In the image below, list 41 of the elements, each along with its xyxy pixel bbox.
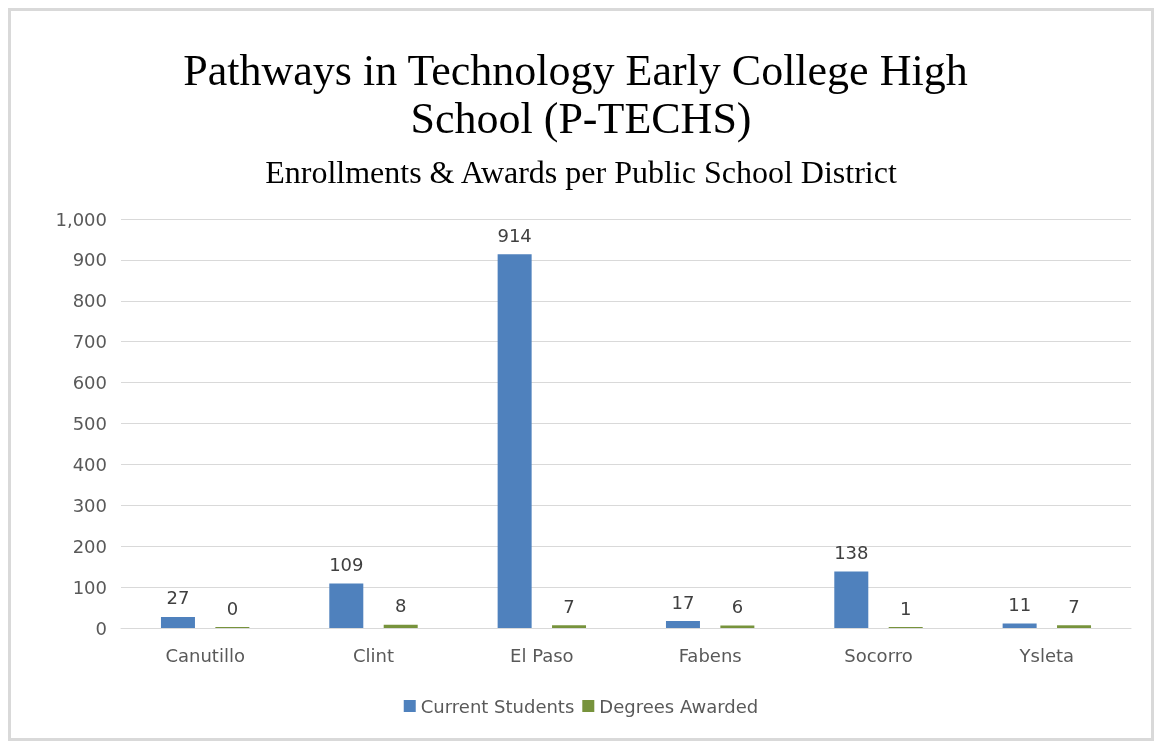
data-label: 914 xyxy=(497,224,532,246)
bar xyxy=(497,254,532,628)
data-label: 6 xyxy=(731,596,744,618)
bar xyxy=(383,624,418,628)
x-tick-label: Clint xyxy=(352,644,395,666)
data-label: 1 xyxy=(899,597,912,619)
chart-subtitle: Enrollments & Awards per Public School District xyxy=(265,154,897,190)
chart-title: Pathways in Technology Early College High School (P-TECHS) xyxy=(183,45,979,143)
y-tick-label: 1,000 xyxy=(55,208,107,230)
y-tick-label: 400 xyxy=(72,453,107,475)
legend-label: Degrees Awarded xyxy=(599,695,759,717)
x-tick-label: Socorro xyxy=(844,644,913,666)
data-label: 8 xyxy=(394,595,407,617)
data-label: 17 xyxy=(671,591,695,613)
x-tick-label: Fabens xyxy=(678,644,742,666)
bar xyxy=(1057,625,1092,628)
y-tick-label: 300 xyxy=(72,494,107,516)
y-tick-label: 500 xyxy=(72,413,107,434)
y-tick-label: 600 xyxy=(72,372,107,394)
y-tick-label: 0 xyxy=(95,617,107,639)
data-label: 7 xyxy=(1068,595,1080,617)
data-label: 138 xyxy=(834,542,869,564)
bar xyxy=(160,616,195,628)
bar xyxy=(834,571,869,628)
data-label: 7 xyxy=(563,595,575,617)
bar xyxy=(665,621,700,628)
data-label: 0 xyxy=(226,597,239,619)
x-tick-label: Ysleta xyxy=(1018,644,1075,666)
bar xyxy=(329,583,364,628)
x-tick-label: El Paso xyxy=(510,644,574,666)
y-tick-label: 200 xyxy=(72,535,107,557)
x-tick-label: Canutillo xyxy=(165,644,245,666)
bar xyxy=(552,625,587,628)
legend-label: Current Students xyxy=(420,695,575,717)
y-tick-label: 800 xyxy=(72,290,107,312)
data-label: 11 xyxy=(1008,594,1032,615)
data-label: 109 xyxy=(329,553,364,575)
y-tick-label: 100 xyxy=(72,576,107,598)
data-label: 27 xyxy=(166,587,190,609)
y-tick-label: 900 xyxy=(72,249,107,271)
y-tick-label: 700 xyxy=(72,331,107,353)
